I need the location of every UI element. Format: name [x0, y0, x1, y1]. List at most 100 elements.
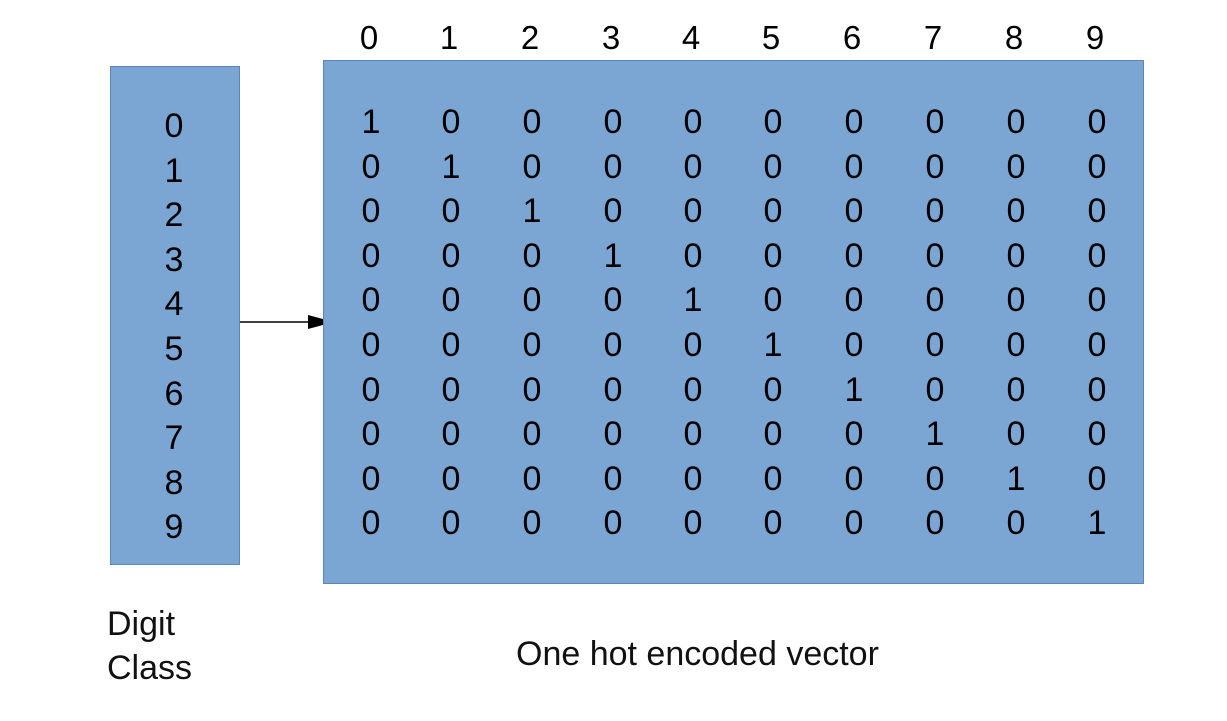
- matrix-cell: 0: [925, 459, 945, 498]
- matrix-cell: 0: [1087, 192, 1107, 231]
- matrix-cell: 0: [763, 103, 783, 141]
- matrix-cell: 0: [844, 236, 864, 275]
- matrix-cell: 0: [361, 504, 381, 543]
- column-header: 2: [520, 19, 540, 56]
- matrix-cell: 0: [1006, 370, 1026, 409]
- matrix-cell: 0: [1006, 103, 1026, 141]
- matrix-cell: 0: [603, 192, 623, 231]
- matrix-cell: 0: [844, 192, 864, 231]
- column-header: 4: [681, 19, 701, 56]
- digit-class-label: Digit Class: [107, 602, 237, 690]
- matrix-cell: 0: [522, 326, 542, 364]
- matrix-cell: 0: [683, 192, 703, 231]
- matrix-cell: 1: [844, 370, 864, 409]
- matrix-cell: 0: [1006, 326, 1026, 364]
- matrix-cell: 0: [763, 236, 783, 275]
- matrix-row: 0 1 0 0 0 0 0 0 0 0: [324, 145, 1143, 190]
- matrix-cell: 0: [361, 281, 381, 320]
- matrix-cell: 0: [844, 103, 864, 141]
- matrix-cell: 0: [441, 370, 461, 409]
- matrix-cell: 0: [1006, 147, 1026, 186]
- matrix-cell: 0: [683, 236, 703, 275]
- digit-class-list: 0 1 2 3 4 5 6 7 8 9: [111, 104, 239, 550]
- matrix-cell: 0: [522, 147, 542, 186]
- matrix-row: 0 0 0 0 1 0 0 0 0 0: [324, 278, 1143, 323]
- matrix-cell: 0: [361, 236, 381, 275]
- matrix-cell: 0: [361, 147, 381, 186]
- matrix-row: 0 0 0 1 0 0 0 0 0 0: [324, 234, 1143, 279]
- matrix-cell: 1: [683, 281, 703, 320]
- digit-class-item: 7: [164, 419, 184, 458]
- matrix-row: 0 0 0 0 0 0 0 1 0 0: [324, 412, 1143, 457]
- matrix-cell: 0: [925, 281, 945, 320]
- matrix-row: 0 0 1 0 0 0 0 0 0 0: [324, 189, 1143, 234]
- matrix-cell: 1: [361, 103, 381, 141]
- digit-class-item: 2: [164, 196, 184, 235]
- matrix-cell: 0: [441, 504, 461, 543]
- matrix-cell: 0: [522, 415, 542, 454]
- digit-class-label-line1: Digit: [107, 605, 176, 643]
- digit-class-item: 0: [164, 107, 184, 145]
- matrix-cell: 0: [925, 326, 945, 364]
- matrix-cell: 0: [522, 236, 542, 275]
- matrix-cell: 0: [683, 415, 703, 454]
- matrix-cell: 0: [683, 370, 703, 409]
- column-header: 5: [761, 19, 781, 56]
- matrix-cell: 0: [361, 326, 381, 364]
- matrix-cell: 0: [925, 192, 945, 231]
- matrix-cell: 0: [925, 504, 945, 543]
- matrix-cell: 0: [361, 192, 381, 231]
- matrix-cell: 1: [441, 147, 461, 186]
- matrix-row: 0 0 0 0 0 0 0 0 0 1: [324, 501, 1143, 546]
- matrix-cell: 0: [763, 504, 783, 543]
- matrix-cell: 0: [603, 459, 623, 498]
- matrix-cell: 0: [603, 326, 623, 364]
- matrix-row: 0 0 0 0 0 0 0 0 1 0: [324, 457, 1143, 502]
- digit-class-item: 6: [164, 374, 184, 413]
- digit-class-item: 4: [164, 285, 184, 324]
- matrix-cell: 0: [683, 147, 703, 186]
- matrix-cell: 0: [925, 370, 945, 409]
- digit-class-item: 1: [164, 151, 184, 190]
- matrix-cell: 0: [603, 415, 623, 454]
- matrix-cell: 0: [1087, 103, 1107, 141]
- one-hot-matrix: 1 0 0 0 0 0 0 0 0 0 0 1 0 0 0 0 0 0 0 0 0 0 1 0 0 0 0 0 0 0 0 0 0 1 0 0 0 0 0 0…: [323, 60, 1144, 584]
- arrow-right-icon: [240, 315, 334, 329]
- matrix-cell: 0: [1087, 147, 1107, 186]
- digit-class-item: 8: [164, 463, 184, 502]
- matrix-cell: 0: [441, 326, 461, 364]
- matrix-cell: 0: [844, 415, 864, 454]
- matrix-cell: 0: [1006, 192, 1026, 231]
- matrix-cell: 0: [1087, 326, 1107, 364]
- matrix-cell: 1: [603, 236, 623, 275]
- matrix-cell: 0: [683, 504, 703, 543]
- matrix-cell: 1: [763, 326, 783, 364]
- matrix-cell: 0: [1087, 459, 1107, 498]
- matrix-cell: 0: [763, 281, 783, 320]
- matrix-cell: 0: [763, 147, 783, 186]
- matrix-row: 0 0 0 0 0 0 1 0 0 0: [324, 368, 1143, 413]
- matrix-cell: 0: [603, 147, 623, 186]
- digit-class-item: 9: [164, 508, 184, 547]
- matrix-cell: 0: [1087, 370, 1107, 409]
- matrix-cell: 0: [925, 236, 945, 275]
- digit-class-label-line2: Class: [107, 649, 193, 687]
- matrix-cell: 0: [1006, 281, 1026, 320]
- matrix-cell: 0: [844, 504, 864, 543]
- column-header: 3: [601, 19, 621, 56]
- matrix-cell: 0: [844, 326, 864, 364]
- matrix-cell: 0: [1006, 236, 1026, 275]
- matrix-cell: 0: [844, 459, 864, 498]
- matrix-cell: 0: [522, 504, 542, 543]
- matrix-cell: 0: [683, 326, 703, 364]
- matrix-cell: 0: [522, 281, 542, 320]
- matrix-cell: 0: [361, 459, 381, 498]
- matrix-cell: 1: [925, 415, 945, 454]
- matrix-cell: 0: [763, 459, 783, 498]
- matrix-cell: 0: [522, 459, 542, 498]
- matrix-cell: 0: [925, 147, 945, 186]
- matrix-cell: 1: [1006, 459, 1026, 498]
- matrix-cell: 0: [441, 192, 461, 231]
- one-hot-column-headers: 0 1 2 3 4 5 6 7 8 9: [322, 16, 1142, 60]
